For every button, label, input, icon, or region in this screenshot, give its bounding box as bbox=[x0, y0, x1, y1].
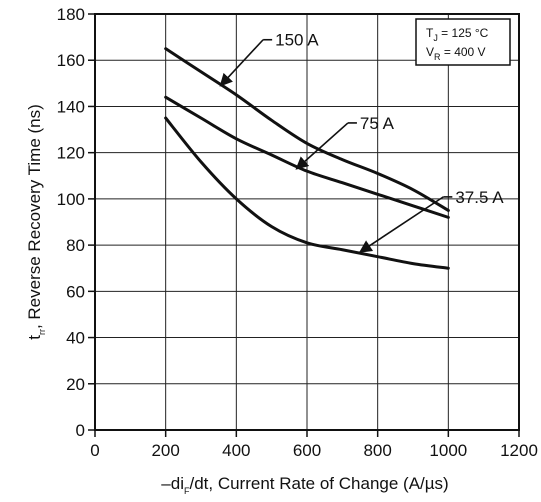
y-tick-label: 20 bbox=[66, 375, 85, 394]
condition-vr-subscript: R bbox=[434, 52, 441, 62]
curve-layer bbox=[164, 47, 450, 270]
y-axis-title-main: t bbox=[25, 335, 44, 340]
annotation-arrow bbox=[295, 122, 349, 170]
y-axis-title-suffix: , Reverse Recovery Time (ns) bbox=[25, 104, 44, 329]
x-axis-title-prefix: –di bbox=[161, 474, 184, 493]
x-axis-title: –diF/dt, Current Rate of Change (A/µs) bbox=[161, 474, 448, 496]
condition-tj: TJ = 125 °C bbox=[426, 26, 489, 43]
series-line-150-a bbox=[164, 47, 450, 212]
y-tick-label: 40 bbox=[66, 329, 85, 348]
condition-tj-value: = 125 °C bbox=[438, 26, 489, 40]
y-tick-label: 80 bbox=[66, 236, 85, 255]
annotation-arrow bbox=[219, 39, 264, 87]
y-tick-label: 120 bbox=[57, 144, 85, 163]
grid-layer bbox=[95, 14, 519, 430]
condition-tj-subscript: J bbox=[433, 33, 438, 43]
x-tick-label: 1000 bbox=[429, 441, 467, 460]
annotation-label: 150 A bbox=[275, 31, 319, 50]
conditions-box-border bbox=[415, 18, 511, 66]
y-tick-label: 60 bbox=[66, 282, 85, 301]
annotation-arrow bbox=[358, 196, 444, 253]
y-tick-label: 140 bbox=[57, 97, 85, 116]
y-axis-title-subscript: rr bbox=[37, 329, 47, 335]
condition-vr-symbol: V bbox=[426, 45, 434, 59]
x-axis-title-subscript: F bbox=[184, 486, 190, 496]
x-axis-title-suffix: /dt, Current Rate of Change (A/µs) bbox=[189, 474, 448, 493]
series-line-75-a bbox=[164, 95, 450, 219]
y-tick-label: 100 bbox=[57, 190, 85, 209]
x-tick-label: 800 bbox=[363, 441, 391, 460]
condition-tj-symbol: T bbox=[426, 26, 434, 40]
x-tick-label: 1200 bbox=[500, 441, 538, 460]
x-tick-label: 0 bbox=[90, 441, 99, 460]
series-line-37-5-a bbox=[164, 116, 450, 270]
x-tick-label: 200 bbox=[151, 441, 179, 460]
tick-layer: 0 200 400 600 800 1000 1200 0 20 40 60 80 100 120 140 1… bbox=[57, 5, 538, 460]
annotation-label: 75 A bbox=[360, 114, 395, 133]
y-axis-title: trr, Reverse Recovery Time (ns) bbox=[25, 104, 47, 340]
plot-frame bbox=[94, 13, 520, 431]
annotation-layer: 150 A 75 A 37.5 A bbox=[219, 31, 504, 253]
y-tick-label: 160 bbox=[57, 51, 85, 70]
x-tick-label: 400 bbox=[222, 441, 250, 460]
conditions-box: TJ = 125 °C VR = 400 V bbox=[415, 18, 511, 66]
y-tick-label: 180 bbox=[57, 5, 85, 24]
y-tick-label: 0 bbox=[76, 421, 85, 440]
condition-vr-value: = 400 V bbox=[441, 45, 486, 59]
x-tick-label: 600 bbox=[293, 441, 321, 460]
condition-vr: VR = 400 V bbox=[426, 45, 486, 62]
annotation-label: 37.5 A bbox=[455, 188, 504, 207]
